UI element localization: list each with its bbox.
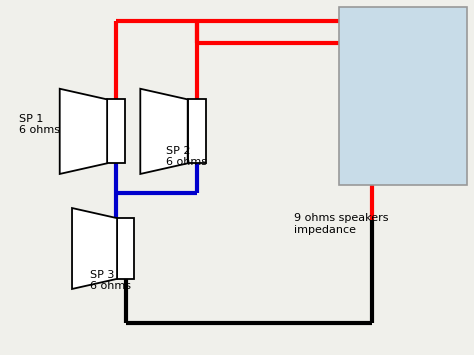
Bar	[107, 99, 125, 163]
Text: WORK: WORK	[365, 105, 441, 126]
Bar	[188, 99, 206, 163]
Polygon shape	[140, 89, 188, 174]
Text: PROJECT: PROJECT	[348, 145, 457, 165]
Text: 9 ohms speakers
impedance: 9 ohms speakers impedance	[294, 213, 388, 235]
Polygon shape	[72, 208, 117, 289]
FancyBboxPatch shape	[339, 7, 467, 185]
Text: SP 1
6 ohms: SP 1 6 ohms	[19, 114, 60, 135]
Text: SP 2
6 ohms: SP 2 6 ohms	[166, 146, 207, 167]
Text: AND: AND	[376, 66, 429, 86]
Text: SP 3
6 ohms: SP 3 6 ohms	[90, 270, 131, 291]
Bar	[117, 218, 134, 279]
Text: EASY: EASY	[372, 27, 434, 47]
Polygon shape	[60, 89, 107, 174]
